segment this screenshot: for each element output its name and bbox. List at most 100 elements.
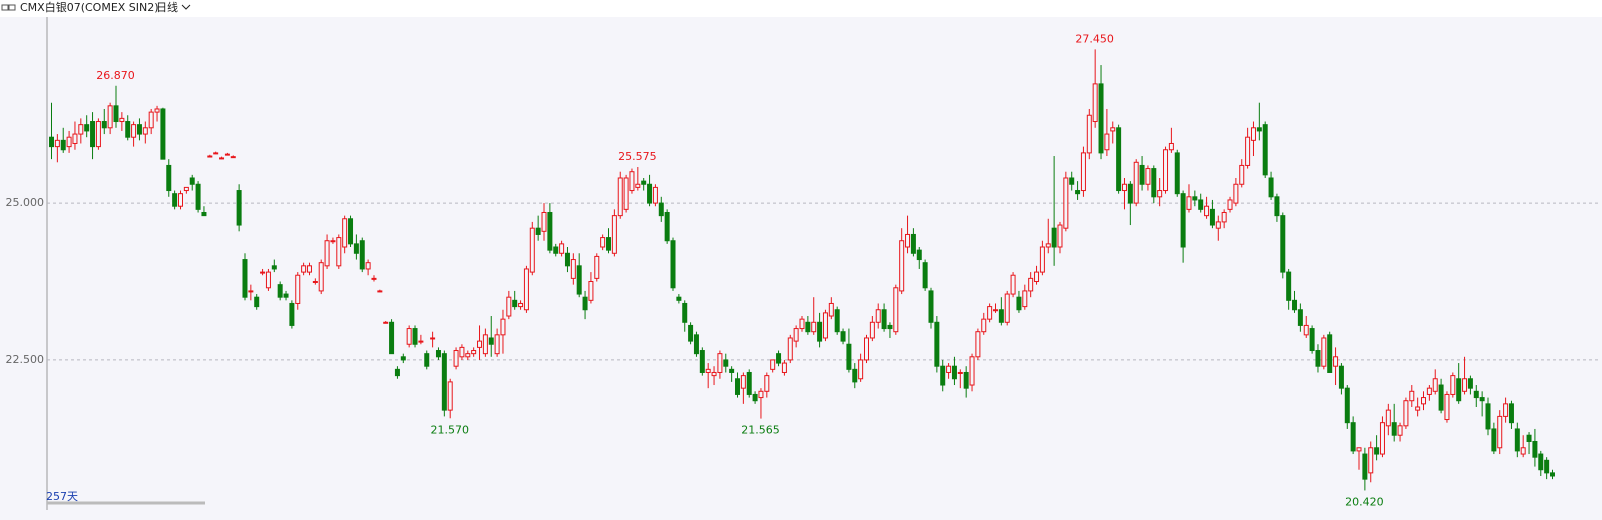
candle-body	[1444, 393, 1450, 421]
extreme-label: 21.570	[430, 423, 469, 436]
candle-body	[693, 334, 699, 355]
candle-body	[400, 356, 406, 361]
extreme-label: 26.870	[96, 69, 135, 82]
candle-body	[1075, 190, 1081, 195]
candle-body	[301, 265, 307, 273]
candle-body	[353, 243, 359, 254]
candle-body	[441, 353, 447, 411]
period-selector[interactable]: 日线	[156, 0, 178, 14]
candle-body	[1004, 293, 1010, 323]
candle-body	[922, 262, 928, 289]
candle-body	[940, 365, 946, 386]
candle-body	[957, 371, 963, 374]
candle-body	[1544, 459, 1550, 474]
candle-body	[1121, 183, 1127, 192]
candle-body	[219, 157, 225, 160]
candle-body	[500, 318, 506, 336]
candle-body	[459, 346, 465, 358]
period-dropdown-arrow[interactable]	[181, 4, 191, 10]
candle-body	[224, 153, 230, 156]
candle-body	[1491, 428, 1497, 452]
candle-body	[822, 312, 828, 339]
candle-body	[987, 306, 993, 320]
candle-body	[1532, 440, 1538, 458]
candle-body	[306, 265, 312, 273]
candle-body	[84, 124, 90, 132]
candle-body	[658, 202, 664, 217]
candle-body	[623, 177, 629, 210]
candle-body	[295, 274, 301, 304]
candle-body	[1180, 193, 1186, 248]
candle-body	[1374, 447, 1380, 455]
candle-body	[1022, 290, 1028, 308]
candle-body	[189, 177, 195, 185]
candle-body	[1456, 378, 1462, 402]
candle-body	[465, 353, 471, 358]
candle-body	[705, 368, 711, 373]
candle-body	[125, 121, 131, 138]
candle-body	[201, 211, 207, 217]
candle-body	[1403, 400, 1409, 427]
candle-body	[488, 337, 494, 345]
candle-body	[359, 240, 365, 270]
candle-body	[1069, 177, 1075, 185]
candle-body	[817, 321, 823, 342]
candle-body	[547, 211, 553, 251]
candle-body	[394, 368, 400, 377]
candle-body	[916, 249, 922, 261]
candle-body	[54, 139, 60, 148]
candle-body	[805, 321, 811, 333]
candle-body	[154, 108, 160, 113]
candle-body	[793, 328, 799, 342]
candle-body	[1350, 422, 1356, 452]
candle-body	[992, 309, 998, 312]
candle-body	[899, 240, 905, 292]
candle-body	[342, 218, 348, 248]
candle-body	[131, 124, 137, 138]
candle-body	[1432, 378, 1438, 392]
candle-body	[1303, 324, 1309, 336]
candle-body	[1292, 299, 1298, 311]
candle-body	[66, 136, 72, 148]
candle-body	[412, 328, 418, 345]
candle-body	[875, 309, 881, 323]
candle-body	[946, 365, 952, 373]
symbol-title[interactable]: CMX白银07(COMEX SIN2)	[20, 0, 159, 14]
candle-body	[1239, 164, 1245, 185]
candle-body	[606, 237, 612, 251]
candle-body	[729, 368, 735, 373]
candle-body	[518, 302, 524, 308]
candle-body	[928, 290, 934, 323]
candle-body	[1426, 387, 1432, 395]
candle-body	[910, 233, 916, 254]
candle-body	[1450, 375, 1456, 395]
candle-body	[1397, 425, 1403, 436]
candle-body	[1479, 397, 1485, 402]
candle-body	[652, 186, 658, 204]
candle-body	[582, 296, 588, 311]
candle-body	[1485, 403, 1491, 430]
candle-body	[512, 299, 518, 308]
candle-body	[1538, 453, 1544, 471]
candle-body	[248, 290, 254, 293]
candle-body	[617, 177, 623, 217]
candle-body	[49, 136, 54, 148]
candle-body	[1550, 472, 1555, 477]
candle-body	[641, 180, 647, 185]
candle-body	[365, 262, 371, 270]
candle-body	[1256, 127, 1262, 132]
candle-body	[1198, 199, 1204, 210]
candle-body	[852, 368, 858, 383]
y-tick-label: 22.500	[6, 353, 45, 366]
candle-body	[570, 259, 576, 279]
candle-body	[207, 155, 213, 158]
candle-body	[1503, 403, 1509, 417]
candle-body	[523, 268, 529, 311]
candle-body	[318, 262, 324, 292]
candle-body	[230, 156, 236, 159]
candle-body	[711, 371, 717, 377]
candle-body	[447, 381, 453, 411]
candle-body	[336, 237, 342, 267]
candle-body	[330, 240, 336, 243]
candle-body	[1168, 142, 1174, 151]
